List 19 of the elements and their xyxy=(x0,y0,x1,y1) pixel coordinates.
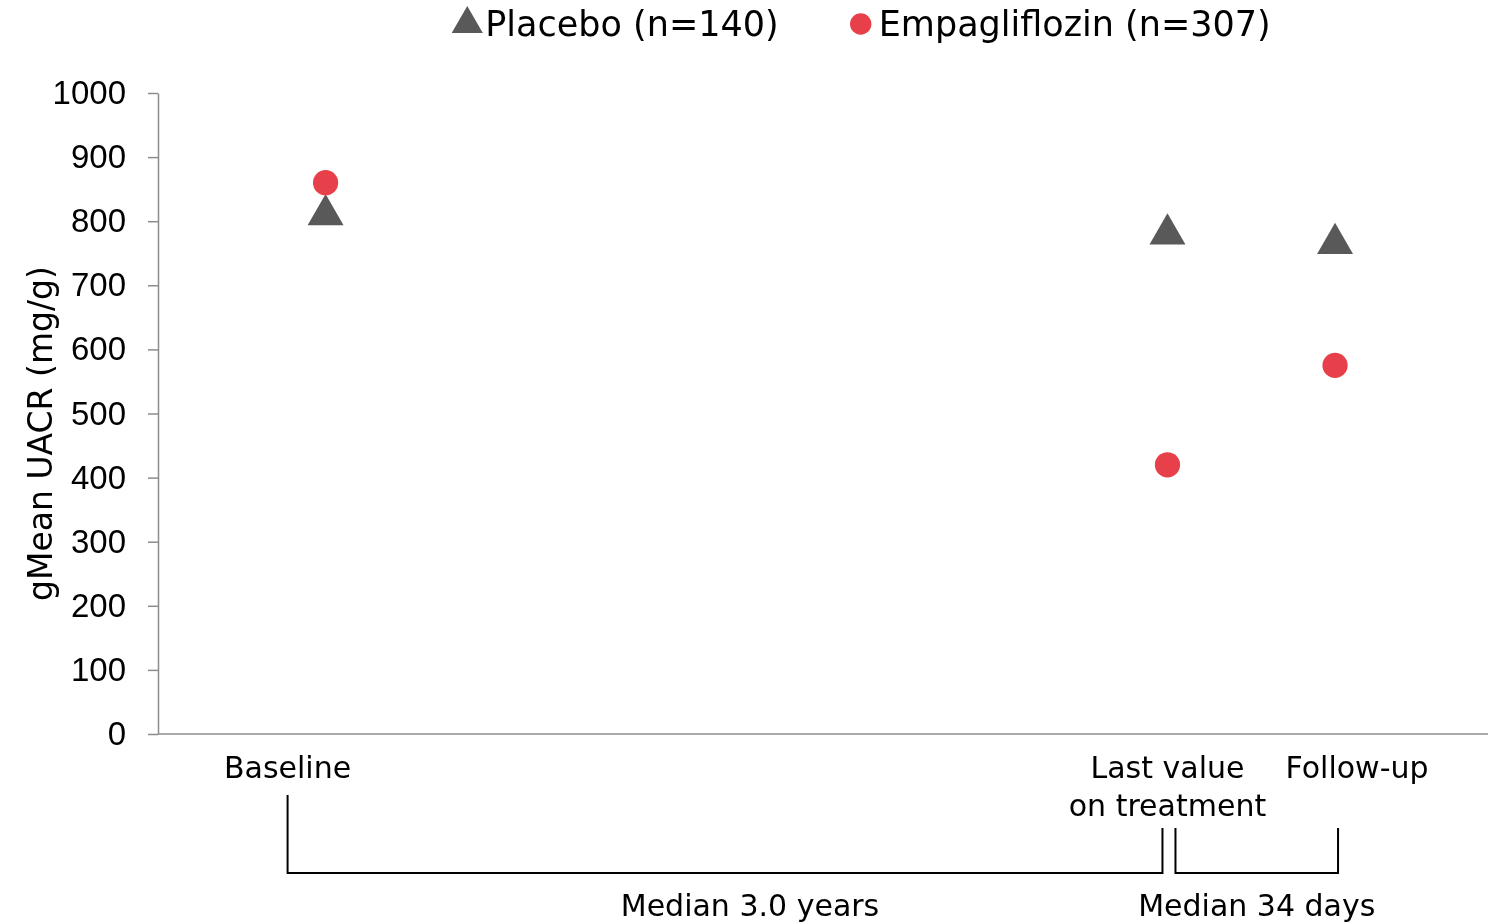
y-tick-label: 800 xyxy=(70,202,126,240)
legend-label: Empagliflozin (n=307) xyxy=(878,4,1271,44)
text: Median 34 days xyxy=(1138,888,1376,923)
x-tick-label: Follow-up xyxy=(1285,750,1429,785)
x-tick-label: Baseline xyxy=(223,750,352,785)
y-tick-label: 900 xyxy=(70,138,126,176)
y-tick-label: 200 xyxy=(70,586,126,624)
text: Median 3.0 years xyxy=(620,888,880,923)
x-tick-label: Last value on treatment xyxy=(1068,750,1267,823)
y-axis-title: gMean UACR (mg/g) xyxy=(21,266,60,601)
y-tick-label: 1000 xyxy=(52,74,126,112)
y-tick-label: 400 xyxy=(70,458,126,496)
y-tick-label: 600 xyxy=(70,330,126,368)
y-tick-label: 500 xyxy=(70,394,126,432)
y-tick-label: 0 xyxy=(107,715,126,753)
y-tick-label: 100 xyxy=(70,650,126,688)
y-tick-label: 700 xyxy=(70,266,126,304)
y-tick-label: 300 xyxy=(70,522,126,560)
legend-label: Placebo (n=140) xyxy=(485,4,779,44)
